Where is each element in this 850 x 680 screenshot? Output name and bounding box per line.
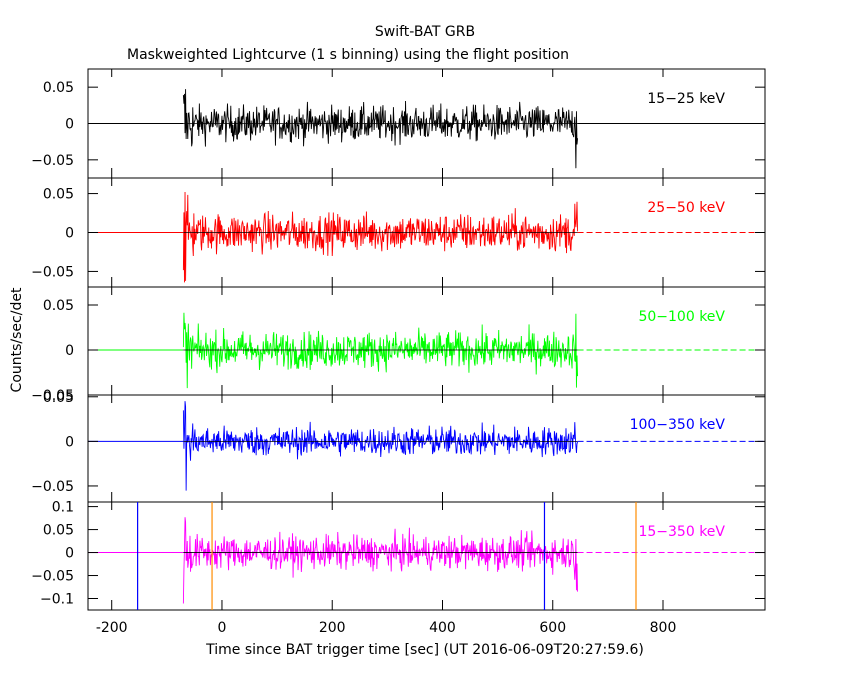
y-tick-label-1-1: 0	[65, 226, 74, 242]
y-tick-label-1-2: −0.05	[31, 264, 74, 280]
y-tick-label-2-1: 0	[65, 343, 74, 359]
y-tick-label-4-2: 0	[65, 546, 74, 562]
panel-label-4: 15−350 keV	[638, 524, 725, 540]
series-2-curve	[182, 312, 579, 389]
y-tick-label-3-1: 0	[65, 434, 74, 450]
chart-subtitle: Maskweighted Lightcurve (1 s binning) us…	[127, 47, 569, 63]
series-3-curve	[182, 401, 578, 491]
y-tick-label-4-1: 0.05	[43, 523, 74, 539]
y-tick-label-2-0: 0.05	[43, 298, 74, 314]
y-tick-label-3-2: −0.05	[31, 479, 74, 495]
panels-group: 0.05 0 −0.05 15−25 keV 0.05 0 −0.05 25−50 keV 0.…	[31, 68, 766, 636]
x-tick-label-0: -200	[96, 620, 128, 636]
y-tick-label-4-4: −0.1	[40, 592, 74, 608]
x-tick-label-4: 600	[539, 620, 566, 636]
panel-label-2: 50−100 keV	[638, 309, 725, 325]
y-tick-label-3-0: 0.05	[43, 390, 74, 406]
y-tick-label-0-2: −0.05	[31, 153, 74, 169]
x-tick-label-2: 200	[319, 620, 346, 636]
x-axis-label: Time since BAT trigger time [sec] (UT 20…	[205, 642, 644, 658]
x-tick-label-3: 400	[429, 620, 456, 636]
x-tick-label-5: 800	[650, 620, 677, 636]
y-tick-label-0-0: 0.05	[43, 80, 74, 96]
panel-frame-2	[87, 286, 766, 396]
series-1-curve	[182, 191, 579, 283]
y-tick-label-1-0: 0.05	[43, 187, 74, 203]
y-tick-label-4-0: 0.1	[52, 500, 74, 516]
panel-label-1: 25−50 keV	[647, 200, 725, 216]
x-tick-label-1: 0	[218, 620, 227, 636]
y-tick-label-4-3: −0.05	[31, 569, 74, 585]
panel-label-0: 15−25 keV	[647, 91, 725, 107]
y-tick-label-2-2: −0.05	[31, 388, 74, 404]
chart-title: Swift-BAT GRB	[375, 24, 475, 40]
y-axis-label: Counts/sec/det	[9, 287, 25, 392]
series-0-curve	[182, 89, 579, 169]
panel-label-3: 100−350 keV	[630, 417, 726, 433]
y-tick-label-0-1: 0	[65, 117, 74, 133]
series-4-curve	[182, 517, 579, 604]
panel-frame-4	[87, 501, 766, 611]
